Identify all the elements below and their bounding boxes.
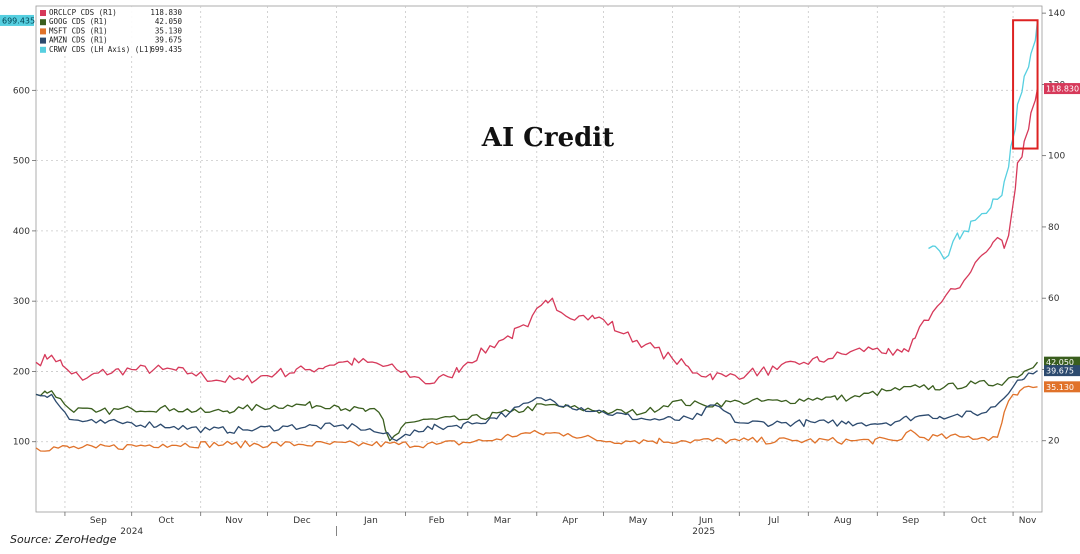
legend-series-value: 35.130	[155, 26, 183, 35]
highlight-rectangle	[1012, 19, 1039, 150]
x-axis-month-label: Nov	[225, 516, 243, 526]
x-axis-month-label: Feb	[429, 516, 445, 526]
legend-series-value: 118.830	[150, 8, 182, 17]
legend: ORCLCP CDS (R1) 118.830 GOOG CDS (R1) 42.05…	[37, 7, 185, 55]
legend-series-value: 39.675	[155, 36, 182, 45]
value-tag-label: 35.130	[1046, 383, 1074, 392]
right-axis-tick-label: 80	[1048, 223, 1060, 233]
left-axis-tick-label: 500	[13, 157, 30, 167]
right-axis-tick-label: 100	[1048, 152, 1065, 162]
left-axis-tick-label: 600	[13, 86, 30, 96]
left-axis-tick-label: 400	[13, 227, 30, 237]
legend-series-name: CRWV CDS (LH Axis) (L1)	[49, 45, 153, 54]
legend-series-value: 42.050	[155, 17, 183, 26]
value-tag-box	[1044, 381, 1080, 393]
x-axis-month-label: Aug	[834, 516, 852, 526]
value-tag: 39.675	[1044, 365, 1080, 377]
x-axis-month-label: Dec	[293, 516, 310, 526]
x-axis-month-label: Oct	[158, 516, 174, 526]
x-axis-month-label: Jul	[767, 516, 779, 526]
series-line-orclcp	[35, 88, 1039, 385]
value-tag-label: 118.830	[1046, 85, 1079, 94]
value-tag-label: 39.675	[1046, 367, 1074, 376]
x-axis-month-label: Jun	[698, 516, 713, 526]
chart-title: AI Credit	[481, 123, 614, 153]
x-axis-month-label: Sep	[90, 516, 107, 526]
x-axis-month-label: May	[629, 516, 648, 526]
legend-series-name: MSFT CDS (R1)	[49, 26, 108, 35]
highlight-box	[1012, 19, 1039, 150]
right-axis-tick-label: 20	[1048, 437, 1060, 447]
left-axis: 100 200 300 400 500 600	[13, 86, 36, 448]
left-axis-tick-label: 100	[13, 438, 30, 448]
value-tag-box	[0, 14, 34, 26]
x-axis-month-label: Mar	[494, 516, 511, 526]
chart-source: Source: ZeroHedge	[10, 533, 117, 546]
x-axis-month-label: Sep	[902, 516, 919, 526]
value-tag: 118.830	[1044, 83, 1080, 95]
value-tag-label: 699.435	[2, 16, 35, 25]
x-axis: Sep Oct Nov Dec Jan Feb Mar Apr May Jun Jul Aug Sep O…	[64, 512, 1037, 537]
legend-series-name: GOOG CDS (R1)	[49, 17, 108, 26]
value-tag-box	[1044, 356, 1080, 368]
legend-swatch	[40, 28, 46, 35]
legend-series-name: AMZN CDS (R1)	[49, 36, 108, 45]
legend-swatch	[40, 46, 46, 53]
x-axis-year-label: 2025	[692, 527, 715, 537]
legend-background	[37, 7, 185, 55]
legend-swatch	[40, 10, 46, 16]
legend-series-name: ORCLCP CDS (R1)	[49, 8, 117, 17]
right-axis-tick-label: 140	[1048, 9, 1065, 19]
value-tag-box	[1044, 83, 1080, 95]
x-axis-month-label: Apr	[562, 516, 578, 526]
series-line-msft	[35, 385, 1038, 452]
left-axis-tick-label: 200	[13, 367, 30, 377]
right-axis-tick-label: 60	[1048, 294, 1060, 304]
legend-series-value: 699.435	[150, 45, 182, 54]
left-axis-tick-label: 300	[13, 297, 30, 307]
series-line-crwv	[928, 20, 1039, 260]
value-tag-label: 42.050	[1046, 358, 1074, 367]
x-axis-month-label: Oct	[971, 516, 987, 526]
series-line-amzn	[35, 370, 1038, 442]
grid	[35, 5, 1043, 513]
series-lines	[35, 20, 1039, 452]
series-line-goog	[35, 361, 1039, 442]
x-axis-year-label: 2024	[120, 527, 143, 537]
value-tag: 35.130	[1044, 381, 1080, 393]
legend-swatch	[40, 37, 46, 44]
x-axis-month-label: Nov	[1019, 516, 1037, 526]
plot-frame	[35, 5, 1043, 513]
x-axis-month-label: Jan	[363, 516, 378, 526]
value-tag: 42.050	[1044, 356, 1080, 368]
value-tag-box	[1044, 365, 1080, 377]
value-tag: 699.435	[0, 14, 35, 26]
legend-swatch	[40, 19, 46, 26]
